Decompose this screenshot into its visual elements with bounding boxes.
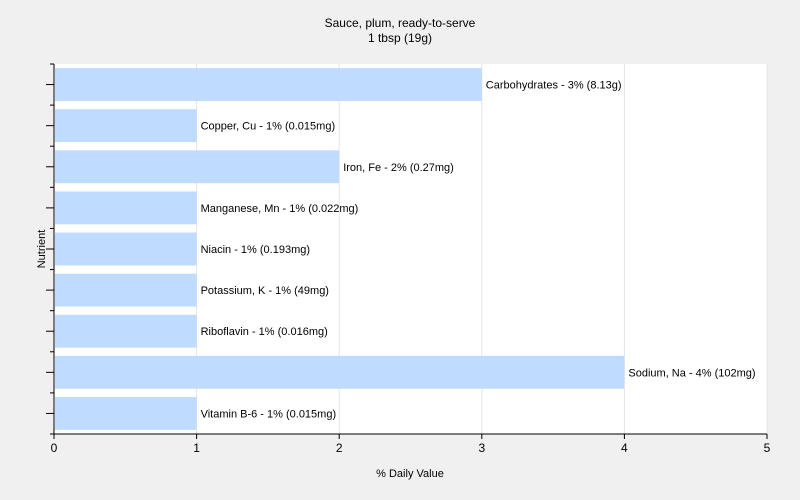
x-tick-label: 2 xyxy=(336,441,343,455)
bar xyxy=(55,355,625,389)
bar xyxy=(55,150,340,184)
x-tick-label: 5 xyxy=(764,441,771,455)
bars: Carbohydrates - 3% (8.13g) Copper, Cu - 1… xyxy=(55,68,756,430)
bar-label: Manganese, Mn - 1% (0.022mg) xyxy=(201,203,359,215)
bar-label: Carbohydrates - 3% (8.13g) xyxy=(486,80,622,92)
bar xyxy=(55,273,197,307)
x-tick-label: 4 xyxy=(621,441,628,455)
bar-label: Sodium, Na - 4% (102mg) xyxy=(628,367,755,379)
chart-title: Sauce, plum, ready-to-serve 1 tbsp (19g) xyxy=(0,16,800,46)
bar xyxy=(55,68,482,101)
bar xyxy=(55,191,197,225)
x-tick-label: 0 xyxy=(51,441,58,455)
x-tick-label: 1 xyxy=(193,441,200,455)
chart-subtitle: 1 tbsp (19g) xyxy=(367,31,433,45)
bar xyxy=(55,232,197,266)
y-axis-title: Nutrient xyxy=(36,230,48,269)
bar-label: Potassium, K - 1% (49mg) xyxy=(201,285,329,297)
bar-label: Iron, Fe - 2% (0.27mg) xyxy=(343,162,454,174)
bar xyxy=(55,397,197,430)
bar-label: Niacin - 1% (0.193mg) xyxy=(201,244,310,256)
bar-label: Copper, Cu - 1% (0.015mg) xyxy=(201,121,336,133)
bar-label: Vitamin B-6 - 1% (0.015mg) xyxy=(201,408,337,420)
bar-label: Riboflavin - 1% (0.016mg) xyxy=(201,326,328,338)
bar xyxy=(55,109,197,143)
axes: 0 1 2 3 4 5 xyxy=(46,63,771,455)
bar xyxy=(55,314,197,348)
chart-title-main: Sauce, plum, ready-to-serve xyxy=(324,16,476,30)
x-tick-label: 3 xyxy=(478,441,485,455)
x-axis-title: % Daily Value xyxy=(376,468,444,480)
